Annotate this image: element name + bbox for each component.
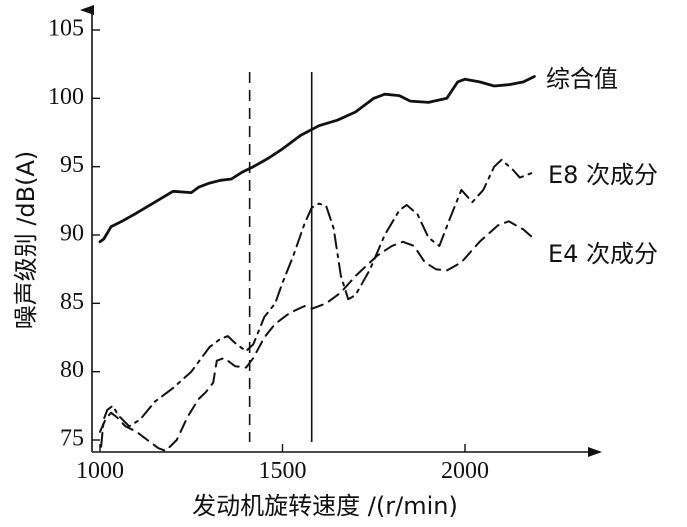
x-tick-label: 2000 xyxy=(441,458,489,484)
y-tick-label: 95 xyxy=(60,152,84,178)
series-line-e8 xyxy=(100,158,536,448)
series-line-e4 xyxy=(99,220,536,452)
x-axis-ticks: 1000 1500 2000 xyxy=(76,444,489,484)
series-label-e4: E4 次成分 xyxy=(548,240,658,268)
x-tick-label: 1000 xyxy=(76,458,124,484)
y-tick-label: 100 xyxy=(48,84,84,110)
y-tick-label: 90 xyxy=(60,221,84,247)
reference-lines xyxy=(248,72,313,442)
series-label-overall: 综合值 xyxy=(546,65,618,93)
series-labels: 综合值 E8 次成分 E4 次成分 xyxy=(546,65,658,268)
series-lines xyxy=(98,75,536,452)
series-line-overall xyxy=(98,75,536,244)
y-tick-label: 75 xyxy=(60,426,84,452)
y-tick-label: 105 xyxy=(48,16,84,42)
series-label-e8: E8 次成分 xyxy=(548,161,658,189)
y-axis-ticks: 75 80 85 90 95 100 105 xyxy=(48,16,100,452)
y-axis-label: 噪声级别 /dB(A) xyxy=(12,151,40,330)
x-tick-label: 1500 xyxy=(259,458,307,484)
y-tick-label: 85 xyxy=(60,289,84,315)
plot-area: 75 80 85 90 95 100 105 1000 1500 2000 综合值 E8 次成分 E… xyxy=(48,5,658,484)
y-tick-label: 80 xyxy=(60,357,84,383)
x-axis-label: 发动机旋转速度 /(r/min) xyxy=(192,492,458,520)
